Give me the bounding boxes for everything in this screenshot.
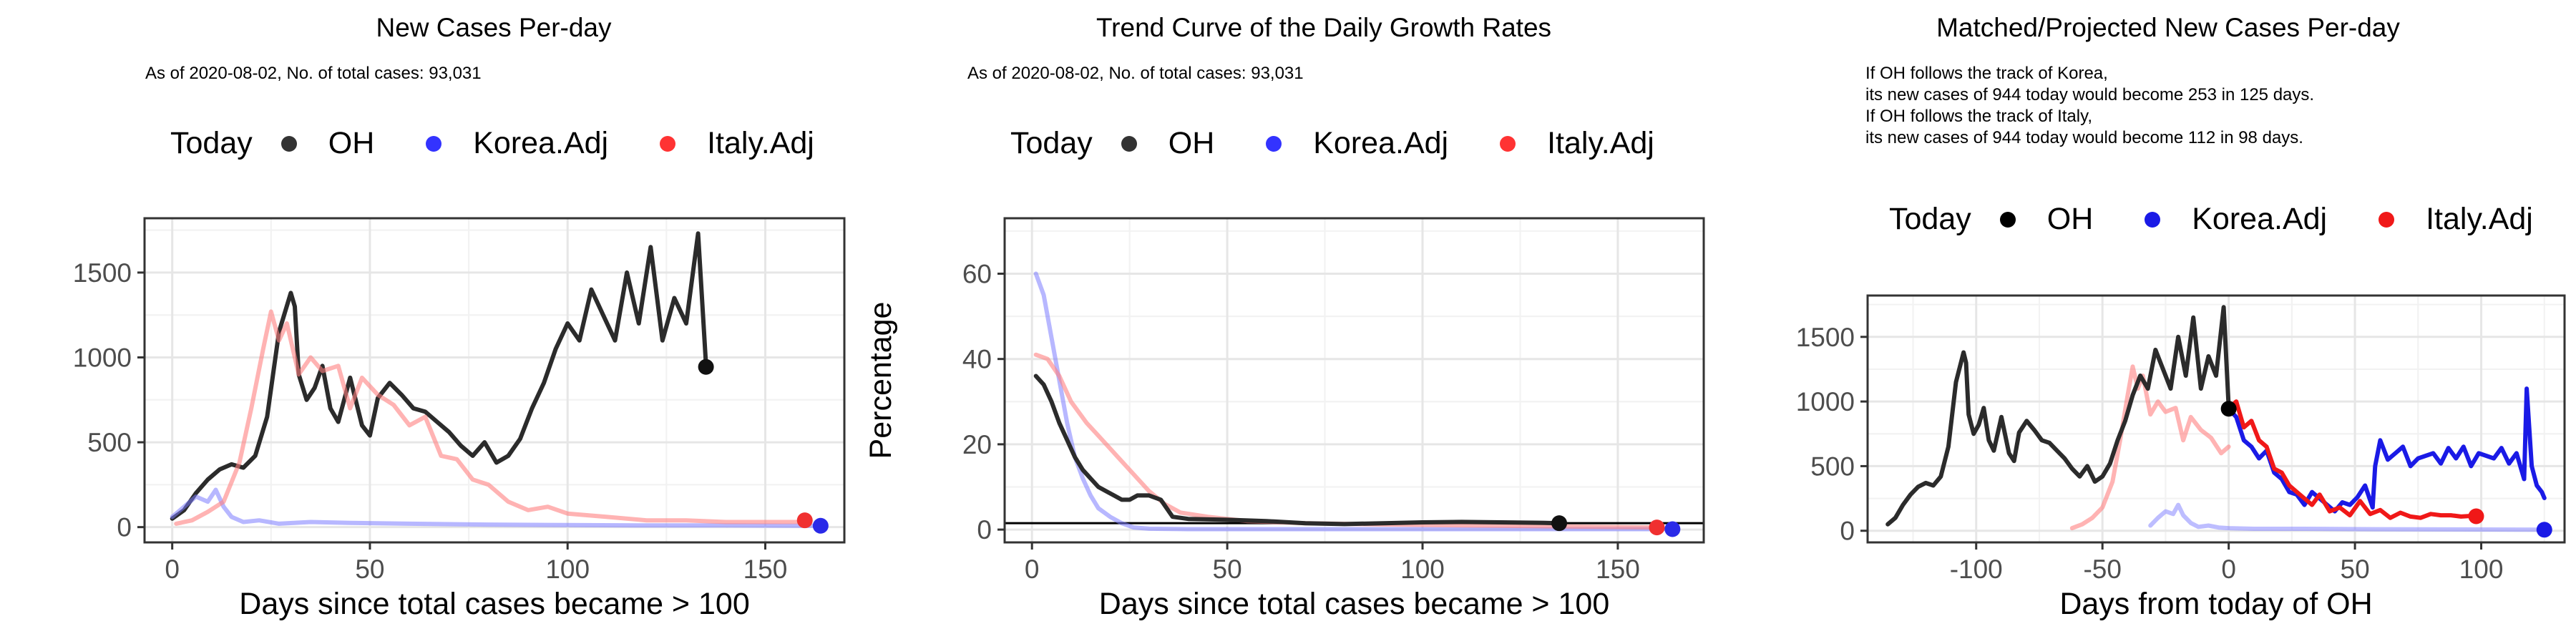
chart-title: Matched/Projected New Cases Per-day	[1936, 13, 2400, 42]
y-tick-label: 20	[962, 430, 992, 459]
x-tick-label: 100	[2459, 555, 2504, 584]
chart-legend: Today OH Korea.Adj Italy.Adj	[170, 126, 830, 161]
legend-dot-icon	[1999, 211, 2016, 228]
chart-panel-growth-rates: Trend Curve of the Daily Growth Rates As…	[859, 0, 1717, 644]
y-axis-label: Percentage	[864, 302, 898, 459]
today-point-oh	[1551, 515, 1568, 532]
chart-panel-projected: Matched/Projected New Cases Per-day If O…	[1717, 0, 2576, 644]
y-tick-label: 500	[87, 428, 132, 457]
chart-subtitle-line-3: If OH follows the track of Italy,	[1865, 107, 2092, 126]
legend-label: Italy.Adj	[2426, 202, 2533, 236]
x-axis-label: Days from today of OH	[2059, 587, 2372, 621]
chart-legend: Today OH Korea.Adj Italy.Adj	[1010, 126, 1670, 161]
chart-title: Trend Curve of the Daily Growth Rates	[1096, 13, 1552, 42]
legend-title: Today	[170, 126, 253, 160]
legend-title: Today	[1010, 126, 1093, 160]
panel-border	[143, 217, 846, 544]
legend-dot-icon	[280, 135, 297, 152]
x-tick-label: 50	[355, 555, 384, 584]
chart-subtitle: As of 2020-08-02, No. of total cases: 93…	[145, 64, 482, 83]
legend-title: Today	[1889, 202, 1971, 236]
today-point-oh	[698, 358, 714, 375]
today-point-korea-adj	[1664, 521, 1681, 537]
today-point-oh	[2220, 401, 2237, 417]
legend-dot-icon	[426, 135, 442, 152]
legend-dot-icon	[2379, 211, 2395, 228]
legend-item-italy: Italy.Adj	[2379, 202, 2533, 237]
today-point-italy-adj	[796, 512, 813, 529]
series-line-italy-adj-history-	[2069, 364, 2231, 531]
y-tick-label: 60	[962, 259, 992, 288]
x-tick-label: 0	[2221, 555, 2236, 584]
series-line-korea-adj-history-	[2148, 502, 2547, 532]
x-axis-label: Days since total cases became > 100	[239, 587, 749, 621]
legend-dot-icon	[1121, 135, 1137, 152]
series-line-korea-adj-projected-	[2226, 386, 2547, 514]
legend-label: OH	[1168, 126, 1215, 160]
chart-subtitle: As of 2020-08-02, No. of total cases: 93…	[967, 64, 1304, 83]
x-tick-label: 100	[1400, 555, 1445, 584]
today-point-italy-adj	[2468, 508, 2484, 525]
legend-item-italy: Italy.Adj	[660, 126, 814, 161]
x-tick-label: -100	[1950, 555, 2003, 584]
today-point-korea-adj	[812, 517, 829, 534]
legend-item-italy: Italy.Adj	[1500, 126, 1654, 161]
chart-subtitle-line-1: If OH follows the track of Korea,	[1865, 64, 2108, 83]
legend-dot-icon	[660, 135, 676, 152]
x-tick-label: 50	[1213, 555, 1242, 584]
series-line-oh	[1033, 374, 1562, 527]
legend-label: Italy.Adj	[1547, 126, 1654, 160]
panel-border	[1003, 217, 1705, 544]
y-tick-label: 1500	[73, 258, 132, 288]
panel-border	[1866, 294, 2566, 544]
legend-label: OH	[328, 126, 375, 160]
x-axis-label: Days since total cases became > 100	[1099, 587, 1609, 621]
legend-item-oh: OH	[1999, 202, 2094, 237]
y-tick-label: 1000	[73, 343, 132, 372]
chart-panel-new-cases: New Cases Per-day As of 2020-08-02, No. …	[0, 0, 859, 644]
y-tick-label: 0	[1840, 517, 1855, 546]
legend-item-oh: OH	[280, 126, 375, 161]
x-tick-label: 0	[165, 555, 180, 584]
legend-item-korea: Korea.Adj	[2145, 202, 2327, 237]
chart-legend: Today OH Korea.Adj Italy.Adj	[1889, 202, 2549, 237]
legend-label: Korea.Adj	[473, 126, 609, 160]
chart-2: 0 50 100 150 0 20 40 60 Days since total cases b…	[864, 217, 1705, 621]
series-line-italy-adj-projected-	[2226, 399, 2479, 520]
legend-dot-icon	[2145, 211, 2161, 228]
y-tick-label: 0	[117, 513, 132, 542]
y-tick-label: 1500	[1796, 323, 1855, 352]
chart-subtitle-line-4: its new cases of 944 today would become …	[1865, 128, 2303, 147]
x-tick-label: -50	[2083, 555, 2121, 584]
legend-dot-icon	[1266, 135, 1282, 152]
legend-label: Korea.Adj	[1313, 126, 1449, 160]
y-tick-label: 40	[962, 345, 992, 374]
x-tick-label: 150	[743, 555, 788, 584]
series-line-korea-adj	[170, 487, 823, 528]
legend-label: Italy.Adj	[707, 126, 814, 160]
series-line-italy-adj	[174, 309, 807, 526]
y-tick-label: 500	[1810, 452, 1855, 481]
legend-item-korea: Korea.Adj	[426, 126, 608, 161]
legend-item-korea: Korea.Adj	[1266, 126, 1448, 161]
series-line-oh	[1885, 305, 2231, 527]
legend-dot-icon	[1500, 135, 1516, 152]
chart-title: New Cases Per-day	[376, 13, 612, 42]
chart-subtitle-line-2: its new cases of 944 today would become …	[1865, 85, 2315, 104]
legend-item-oh: OH	[1121, 126, 1215, 161]
y-tick-label: 0	[977, 515, 992, 545]
today-point-korea-adj	[2536, 522, 2552, 538]
x-tick-label: 150	[1596, 555, 1640, 584]
today-point-italy-adj	[1649, 519, 1665, 536]
x-tick-label: 50	[2341, 555, 2370, 584]
series-line-oh	[170, 231, 708, 521]
x-tick-label: 100	[545, 555, 590, 584]
y-tick-label: 1000	[1796, 387, 1855, 416]
legend-label: Korea.Adj	[2192, 202, 2328, 236]
x-tick-label: 0	[1025, 555, 1040, 584]
legend-label: OH	[2046, 202, 2094, 236]
